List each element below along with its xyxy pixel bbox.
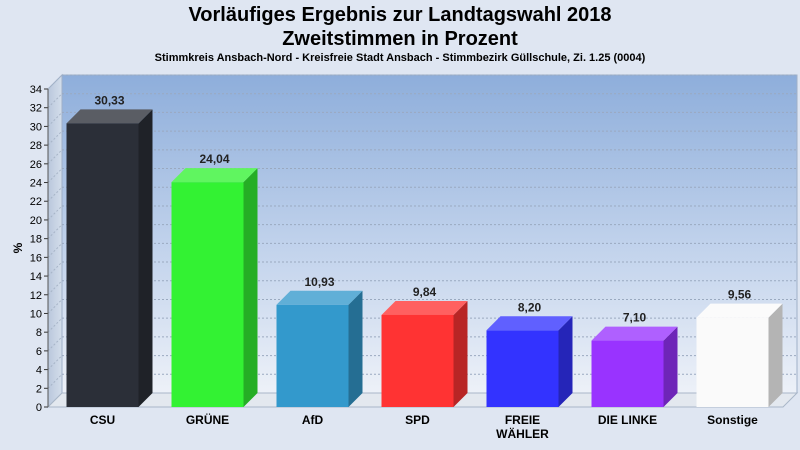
bar-top (591, 326, 678, 341)
data-label: 9,56 (728, 288, 752, 302)
gridline-side (47, 130, 63, 146)
y-tick-label: 18 (30, 234, 42, 246)
data-label: 24,04 (199, 152, 229, 166)
bar-top (696, 303, 783, 318)
bar-side (768, 303, 783, 407)
gridline-side (47, 336, 63, 352)
gridline-side (47, 261, 63, 277)
x-tick-label: GRÜNE (186, 412, 229, 427)
gridline-side (47, 74, 63, 90)
gridline-side (47, 112, 63, 127)
x-tick-label: CSU (90, 413, 115, 427)
gridline-side (47, 186, 63, 202)
bar-csu (66, 123, 139, 408)
bar-side (243, 168, 258, 407)
x-tick-label: Sonstige (707, 413, 758, 427)
y-tick-label: 26 (30, 159, 42, 171)
x-tick-label: SPD (405, 413, 430, 427)
bar-side (348, 290, 363, 407)
gridline-side (47, 168, 63, 183)
y-tick-label: 28 (30, 140, 42, 152)
gridline-side (47, 224, 63, 240)
gridline-side (47, 205, 63, 221)
bar-die-linke (591, 340, 664, 407)
y-tick-label: 10 (30, 308, 42, 320)
chart-title-line-1: Vorläufiges Ergebnis zur Landtagswahl 20… (188, 4, 612, 26)
bar-side (138, 109, 153, 408)
x-tick-label: FREIE (505, 413, 540, 427)
y-tick-label: 6 (36, 346, 42, 358)
data-label: 8,20 (518, 300, 542, 314)
y-tick-label: 20 (30, 215, 42, 227)
y-tick-label: 34 (30, 84, 42, 96)
y-tick-label: 16 (30, 252, 42, 264)
bar-top (381, 300, 468, 315)
y-tick-label: 8 (36, 327, 42, 339)
bar-afd (276, 304, 349, 407)
chart-title-line-2: Zweitstimmen in Prozent (282, 28, 518, 50)
bar-grüne (171, 182, 244, 407)
gridline-side (47, 149, 63, 165)
bar-side (453, 300, 468, 407)
y-tick-label: 24 (30, 178, 42, 190)
bar-side (558, 316, 573, 407)
chart-subtitle: Stimmkreis Ansbach-Nord - Kreisfreie Sta… (154, 52, 646, 64)
data-label: 30,33 (94, 93, 124, 107)
x-tick-label: DIE LINKE (598, 413, 657, 427)
bar-spd (381, 314, 454, 407)
bar-top (66, 109, 153, 124)
bar-side (663, 326, 678, 407)
y-axis-label: % (11, 242, 25, 253)
data-label: 10,93 (304, 275, 334, 289)
gridline-side (47, 242, 63, 258)
bar-top (486, 316, 573, 331)
bar-freie-wähler (486, 330, 559, 407)
y-tick-label: 30 (30, 121, 42, 133)
gridline-side (47, 355, 63, 370)
x-tick-label: WÄHLER (496, 426, 549, 441)
y-tick-label: 32 (30, 103, 42, 115)
data-label: 7,10 (623, 311, 647, 325)
bar-top (276, 290, 363, 305)
gridline-side (47, 93, 63, 109)
chart-title: Vorläufiges Ergebnis zur Landtagswahl 20… (0, 3, 800, 51)
gridline-side (47, 299, 63, 314)
bar-sonstige (696, 317, 769, 407)
y-tick-label: 22 (30, 196, 42, 208)
data-label: 9,84 (413, 285, 437, 299)
y-tick-label: 2 (36, 383, 42, 395)
gridline-side (47, 280, 63, 296)
y-tick-label: 14 (30, 271, 42, 283)
gridline-side (47, 317, 63, 333)
y-tick-label: 0 (36, 402, 42, 414)
gridline-side (47, 373, 63, 389)
y-tick-label: 12 (30, 290, 42, 302)
y-tick-label: 4 (36, 365, 42, 377)
bar-top (171, 168, 258, 183)
x-tick-label: AfD (302, 413, 324, 427)
